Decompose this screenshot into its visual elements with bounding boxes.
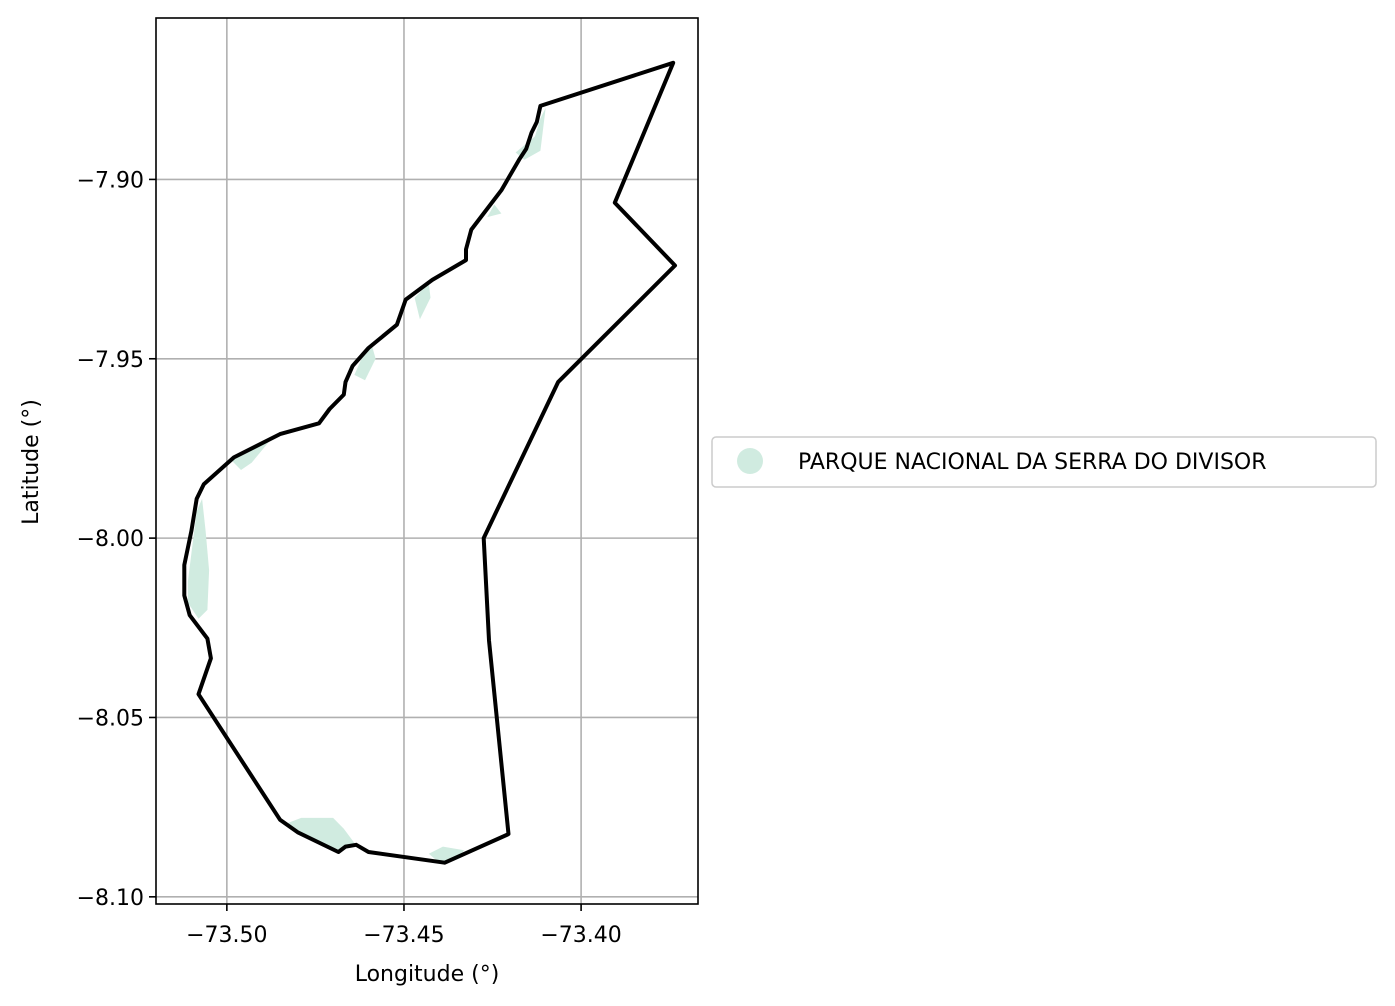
gridlines xyxy=(156,18,698,904)
y-tick-label: −7.90 xyxy=(77,168,144,193)
plot-frame xyxy=(155,17,699,905)
park-fragments xyxy=(187,107,546,863)
park-fragment xyxy=(230,441,270,470)
x-axis: −73.50 −73.45 −73.40 xyxy=(186,904,622,948)
y-tick-label: −8.05 xyxy=(77,706,144,731)
x-axis-label: Longitude (°) xyxy=(355,962,500,987)
y-tick-label: −8.00 xyxy=(77,527,144,552)
boundary-outline xyxy=(182,60,677,865)
park-boundary xyxy=(182,60,677,865)
legend: PARQUE NACIONAL DA SERRA DO DIVISOR xyxy=(711,436,1377,488)
park-fragment xyxy=(354,346,376,381)
park-fragment xyxy=(287,817,355,851)
x-tick-label: −73.50 xyxy=(186,923,267,948)
y-tick-label: −8.10 xyxy=(77,886,144,911)
park-fragment xyxy=(487,204,502,218)
x-tick-label: −73.40 xyxy=(540,923,621,948)
legend-marker xyxy=(737,448,763,474)
park-fragment xyxy=(187,498,210,619)
legend-label: PARQUE NACIONAL DA SERRA DO DIVISOR xyxy=(798,450,1267,475)
y-tick-label: −7.95 xyxy=(77,348,144,373)
y-axis: −7.90 −7.95 −8.00 −8.05 −8.10 xyxy=(77,168,156,911)
x-tick-label: −73.45 xyxy=(363,923,444,948)
legend-box xyxy=(711,436,1377,488)
park-fragment xyxy=(414,283,431,320)
y-axis-label: Latitude (°) xyxy=(19,399,44,525)
park-fragment xyxy=(515,107,546,160)
